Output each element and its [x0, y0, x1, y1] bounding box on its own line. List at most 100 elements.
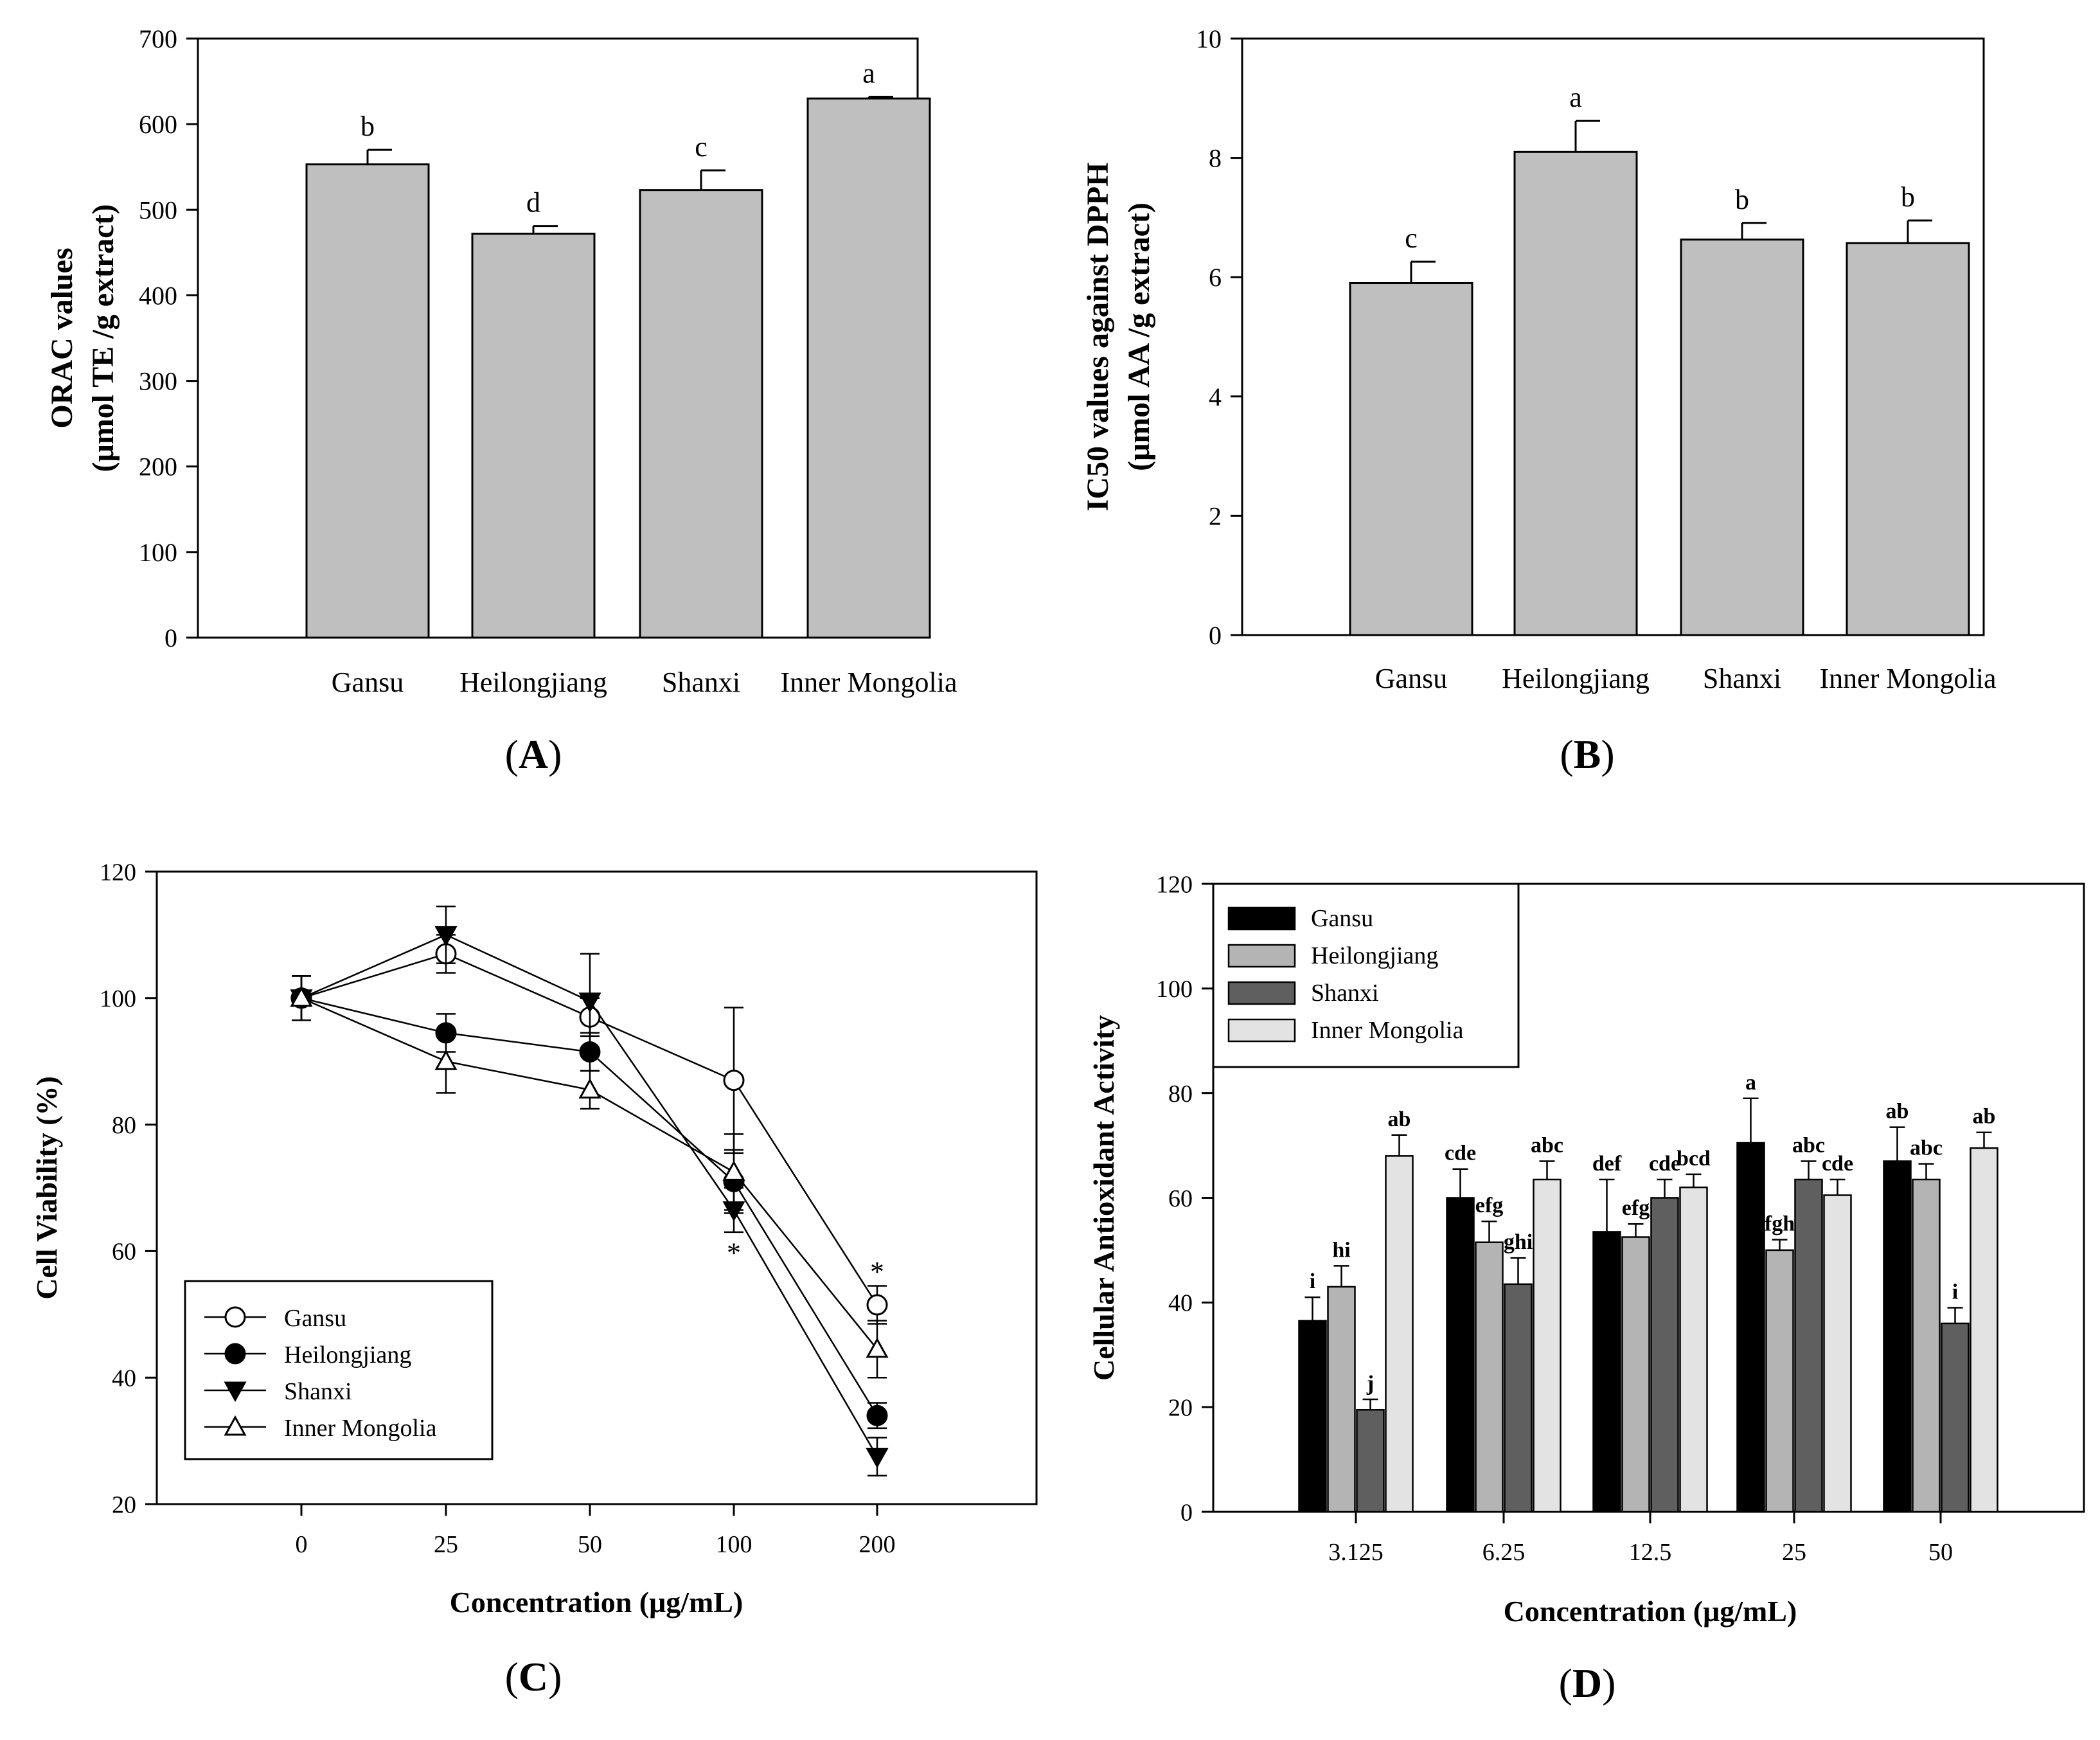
bar	[1970, 1147, 1998, 1513]
panel-paren: )	[1601, 731, 1614, 777]
significance-letter: b	[360, 111, 375, 142]
chart-C: 20 40 60 80 100 120 0 25 50 100 200 * * Gansu Heilongj…	[30, 859, 1038, 1700]
y-axis-ytick-label: 2	[1209, 501, 1222, 530]
significance-letter: fgh	[1765, 1212, 1795, 1236]
panel-paren: (	[505, 731, 519, 777]
bar	[1356, 1408, 1385, 1513]
bar	[1883, 1160, 1912, 1513]
panel-paren: (	[1560, 731, 1573, 777]
y-axis-ytick-label: 60	[112, 1239, 136, 1266]
y-axis-ytick-label: 300	[139, 367, 177, 396]
significance-letter: j	[1366, 1372, 1374, 1395]
marker-circle-open	[723, 1070, 745, 1091]
marker-triangle-up	[290, 986, 313, 1007]
x-axis-label: Concentration (μg/mL)	[1504, 1595, 1797, 1628]
y-axis-ytick-label: 0	[165, 623, 177, 652]
x-tick-label: 6.25	[1482, 1539, 1526, 1566]
y-axis-ytick-label: 8	[1209, 144, 1222, 173]
significance-letter: b	[1735, 184, 1749, 215]
significance-letter: ab	[1973, 1105, 1996, 1129]
significance-letter: efg	[1475, 1194, 1503, 1217]
series-inner-mongolia: ab abc bcd cde ab	[1385, 1105, 1998, 1513]
significance-letter: b	[1901, 181, 1915, 213]
significance-letter: ghi	[1504, 1230, 1533, 1254]
bar	[471, 233, 596, 639]
legend-label: Heilongjiang	[284, 1341, 411, 1368]
category-label: Gansu	[332, 667, 404, 698]
significance-letter: i	[1310, 1269, 1315, 1293]
series-inner-mongolia	[290, 975, 889, 1379]
marker-triangle-down	[866, 1448, 889, 1469]
marker-triangle-up	[434, 1050, 458, 1070]
significance-letter: ab	[1388, 1108, 1411, 1131]
panel-letter: C	[519, 1654, 548, 1700]
marker-triangle-down	[578, 992, 601, 1013]
marker-triangle-up	[578, 1078, 601, 1099]
panel-paren: )	[548, 731, 562, 777]
bar	[1941, 1322, 1970, 1513]
x-tick-label: 12.5	[1629, 1539, 1672, 1566]
y-axis-ytick-label: 100	[100, 985, 136, 1012]
significance-letter: a	[862, 58, 875, 89]
x-tick-label: 25	[1782, 1539, 1806, 1566]
panel-paren: )	[1602, 1660, 1615, 1706]
y-axis-ytick-label: 80	[112, 1112, 136, 1139]
panel-label: (B)	[1560, 731, 1614, 777]
category-label: Heilongjiang	[459, 667, 607, 698]
significance-letter: c	[1405, 222, 1418, 254]
y-axis-label-line: (μmol AA /g extract)	[1122, 202, 1156, 471]
y-axis-label-line: (μmol TE /g extract)	[86, 204, 120, 472]
y-axis-ytick-label: 6	[1209, 263, 1222, 292]
y-axis-ytick-label: 80	[1168, 1081, 1193, 1108]
y-axis-ytick-label: 100	[1156, 976, 1193, 1003]
legend-swatch	[1227, 944, 1296, 968]
significance-letter: bcd	[1677, 1147, 1711, 1170]
bar	[1504, 1283, 1533, 1513]
significance-letter: a	[1745, 1071, 1756, 1095]
chart-D: 0 20 40 60 80 100 120 3.125 6.25 12.5 25 50 i cde def a…	[1087, 871, 2085, 1706]
significance-letter: d	[526, 187, 540, 219]
legend: Gansu Heilongjiang Shanxi Inner Mongolia	[1212, 883, 1520, 1068]
bar	[1349, 282, 1473, 636]
legend-label: Inner Mongolia	[1311, 1017, 1464, 1044]
y-axis-ytick-label: 20	[1168, 1394, 1193, 1421]
bar	[1736, 1142, 1765, 1513]
bar	[1794, 1178, 1823, 1513]
legend-swatch	[1227, 1018, 1296, 1043]
bar	[1679, 1186, 1708, 1513]
panel-paren: (	[505, 1654, 519, 1700]
significance-letter: cde	[1445, 1142, 1476, 1165]
significance-letter: abc	[1531, 1134, 1563, 1158]
bar	[1912, 1178, 1941, 1513]
y-axis-label: ORAC values (μmol TE /g extract)	[45, 204, 120, 472]
bar	[806, 97, 931, 639]
x-tick-label: 25	[434, 1531, 458, 1558]
y-axis-ytick-label: 40	[112, 1365, 136, 1392]
significance-letter: cde	[1822, 1152, 1853, 1176]
marker-triangle-up	[722, 1160, 745, 1181]
legend-swatch	[1227, 981, 1296, 1005]
panel-label: (A)	[505, 731, 562, 777]
x-tick-label: 50	[1928, 1539, 1953, 1566]
x-tick-label: 100	[716, 1531, 752, 1558]
marker-circle-filled	[224, 1343, 246, 1365]
legend-label: Shanxi	[1311, 980, 1379, 1007]
bar	[1298, 1320, 1327, 1513]
legend-swatch	[1227, 906, 1296, 931]
bar	[305, 163, 430, 639]
x-tick-label: 3.125	[1328, 1539, 1384, 1566]
y-axis-ytick-label: 0	[1209, 621, 1222, 650]
bar	[1533, 1178, 1562, 1513]
bar	[639, 189, 763, 639]
y-axis-label-line: ORAC values	[45, 247, 79, 428]
category-label: Shanxi	[1703, 663, 1781, 694]
category-label: Heilongjiang	[1502, 663, 1650, 694]
panel-paren: )	[548, 1654, 562, 1700]
legend-label: Gansu	[1311, 905, 1373, 932]
y-axis-ytick-label: 700	[139, 24, 177, 53]
y-axis-label-line: IC50 values against DPPH	[1081, 163, 1115, 512]
y-axis-ytick-label: 0	[1180, 1499, 1193, 1526]
y-axis-ytick-label: 200	[139, 453, 177, 481]
y-axis-ytick-label: 4	[1209, 382, 1222, 411]
